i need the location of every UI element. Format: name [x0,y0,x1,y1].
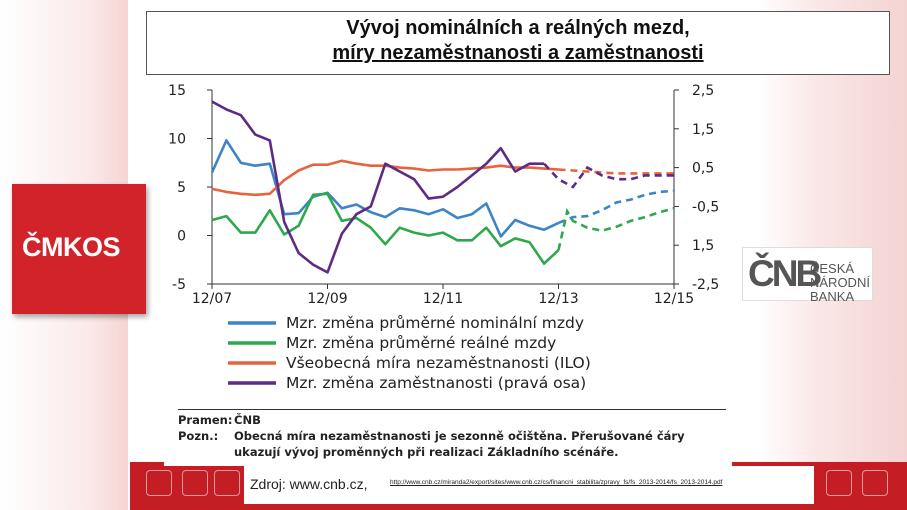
cmkos-logo: ČMKOS [12,184,146,314]
remark-note-key: Pozn.: [178,429,219,443]
cnb-logo-mark: ČNB [748,253,822,294]
footer-union-icon-4 [826,470,852,496]
chart-notes: Pramen: ČNB Pozn.: Obecná míra nezaměstn… [178,409,728,460]
remark-note-value: Obecná míra nezaměstnanosti je sezonně o… [234,429,685,459]
cnb-logo-name-line-1: ČESKÁ [810,261,855,276]
cnb-logo-name-line-2: NÁRODNÍ BANKA [810,275,870,304]
source-link[interactable]: http://www.cnb.cz/miranda2/export/sites/… [390,479,723,486]
cmkos-logo-text: ČMKOS [22,232,121,262]
source-note-value: ČNB [234,413,261,427]
left-tick-label: 5 [177,180,186,196]
slide-title-line-1: Vývoj nominálních a reálných mezd, [346,17,690,39]
source-label: Zdroj: www.cnb.cz, [250,476,368,492]
right-tick-label: -2,5 [692,277,719,293]
x-tick-label: 12/07 [192,291,232,307]
right-tick-label: 1,5 [692,122,714,138]
x-tick-label: 12/11 [423,291,463,307]
source-note-key: Pramen: [178,413,233,427]
series-forecast-line-0 [558,189,675,225]
left-tick-label: 10 [168,132,186,148]
cnb-logo: ČNB ČESKÁ NÁRODNÍ BANKA [742,247,873,304]
series-forecast-line-1 [557,207,675,251]
left-tick-label: 0 [177,229,186,245]
right-tick-label: 1,5 [692,238,714,254]
left-tick-label: 15 [168,83,186,99]
x-tick-label: 12/15 [654,291,694,307]
legend-label-0: Mzr. změna průměrné nominální mzdy [286,314,584,332]
series-line-3 [211,100,545,274]
legend-label-2: Všeobecná míra nezaměstnanosti (ILO) [286,354,591,372]
x-tick-label: 12/09 [307,291,347,307]
slide-title-box: Vývoj nominálních a reálných mezd, míry … [146,11,890,75]
legend-label-1: Mzr. změna průměrné reálné mzdy [286,334,556,352]
notes-divider [178,409,726,410]
footer-union-icon-1 [146,470,172,496]
left-tick-label: -5 [172,277,186,293]
footer-union-icon-5 [862,470,888,496]
right-tick-label: 0,5 [692,161,714,177]
footer-white-area [244,466,814,504]
series-forecast-line-3 [543,162,674,189]
right-tick-label: -0,5 [692,199,719,215]
cnb-logo-name: ČESKÁ NÁRODNÍ BANKA [810,262,872,304]
x-tick-label: 12/13 [538,291,578,307]
series-line-0 [210,139,560,238]
slide-title-line-2: míry nezaměstnanosti a zaměstnanosti [332,42,704,64]
footer-union-icon-3 [214,470,240,496]
wage-chart: 15 10 5 0 -5 2,5 1,5 0,5 -0,5 1,5 -2,5 12/07 12/09 12… [168,83,719,392]
series-line-1 [211,192,560,265]
series-forecast-line-2 [558,168,674,175]
right-tick-label: 2,5 [692,83,714,99]
legend-label-3: Mzr. změna zaměstnanosti (pravá osa) [286,374,586,392]
chart-panel: 15 10 5 0 -5 2,5 1,5 0,5 -0,5 1,5 -2,5 12/07 12/09 12… [164,78,732,466]
footer-union-icon-2 [182,470,208,496]
